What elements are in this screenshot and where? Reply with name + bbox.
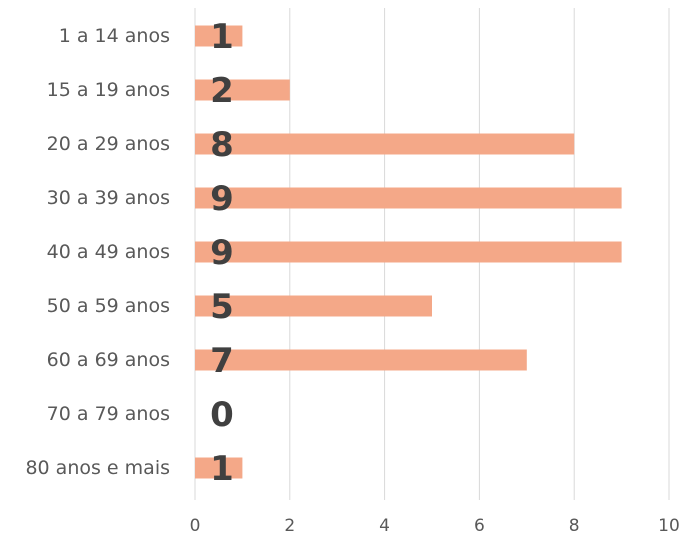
x-tick-label: 10 xyxy=(658,516,680,536)
category-label: 40 a 49 anos xyxy=(47,241,170,263)
category-label: 70 a 79 anos xyxy=(47,403,170,425)
bar xyxy=(195,241,622,263)
data-label: 7 xyxy=(210,341,234,381)
category-label: 80 anos e mais xyxy=(25,457,170,479)
category-label: 50 a 59 anos xyxy=(47,295,170,317)
data-labels: 1 2 8 9 9 5 7 0 1 xyxy=(210,17,234,489)
bar xyxy=(195,133,575,155)
bar xyxy=(195,457,243,479)
category-labels: 1 a 14 anos 15 a 19 anos 20 a 29 anos 30 a … xyxy=(25,25,170,479)
data-label: 1 xyxy=(210,17,234,57)
x-tick-label: 0 xyxy=(190,516,201,536)
data-label: 2 xyxy=(210,71,234,111)
x-tick-label: 6 xyxy=(474,516,485,536)
category-label: 30 a 39 anos xyxy=(47,187,170,209)
data-label: 5 xyxy=(210,287,234,327)
x-tick-label: 8 xyxy=(569,516,580,536)
data-label: 9 xyxy=(210,233,234,273)
data-label: 1 xyxy=(210,449,234,489)
x-tick-label: 2 xyxy=(284,516,295,536)
bar xyxy=(195,187,622,209)
data-label: 9 xyxy=(210,179,234,219)
bar xyxy=(195,79,290,101)
bar xyxy=(195,349,527,371)
category-label: 60 a 69 anos xyxy=(47,349,170,371)
category-label: 20 a 29 anos xyxy=(47,133,170,155)
bar xyxy=(195,295,432,317)
category-label: 1 a 14 anos xyxy=(59,25,170,47)
data-label: 0 xyxy=(210,395,234,435)
bars xyxy=(195,25,622,479)
category-label: 15 a 19 anos xyxy=(47,79,170,101)
x-tick-label: 4 xyxy=(379,516,390,536)
data-label: 8 xyxy=(210,125,234,165)
bar xyxy=(195,25,243,47)
x-axis-tick-labels: 0 2 4 6 8 10 xyxy=(190,516,680,536)
